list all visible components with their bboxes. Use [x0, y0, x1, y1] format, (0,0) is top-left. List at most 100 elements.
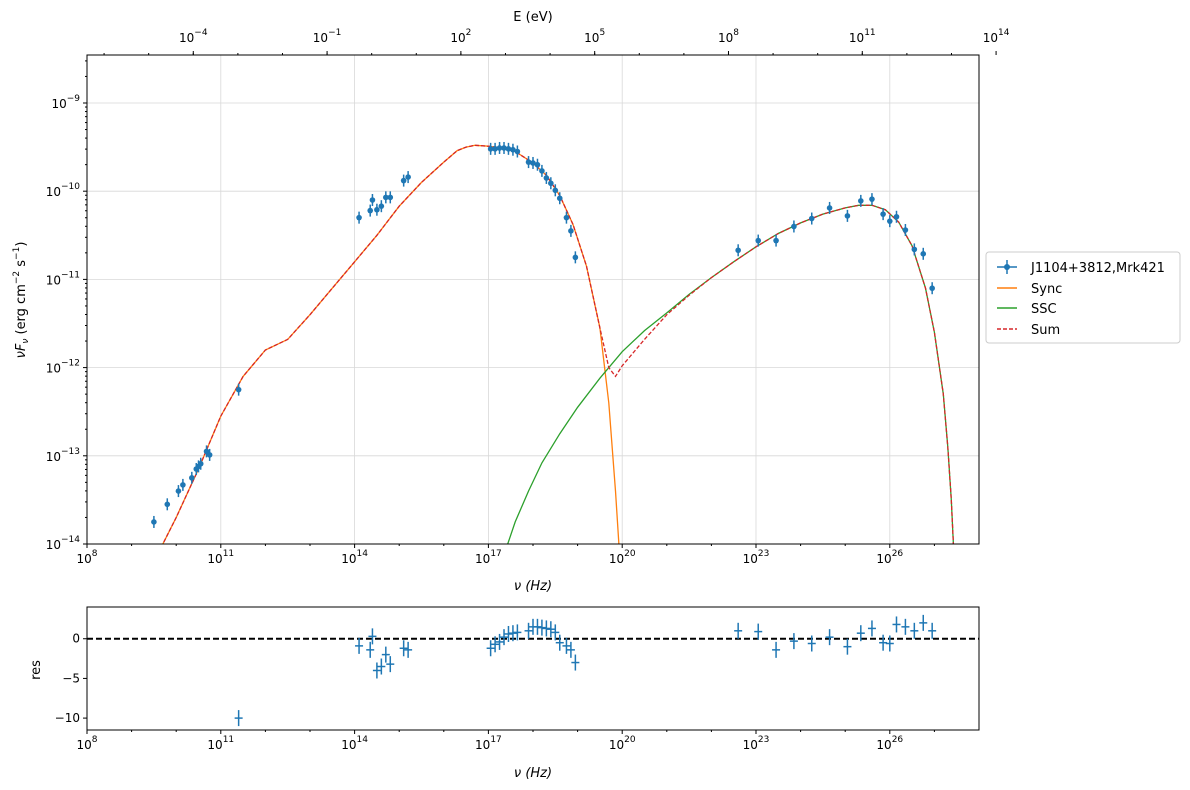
x-tick-label: 1014	[341, 549, 368, 566]
y-tick-label: 10−14	[46, 535, 81, 552]
legend-ssc-label: SSC	[1031, 302, 1057, 317]
residual-x-ticks: 108 1011 1014 1017 1020 1023 1026	[76, 730, 935, 752]
data-point	[235, 386, 242, 393]
data-point	[189, 475, 195, 481]
y-tick-label: 10−9	[51, 94, 80, 111]
main-plot-area	[87, 55, 979, 544]
top-tick-label: 1011	[849, 28, 876, 45]
legend-box	[985, 251, 1181, 344]
x-tick-label: 1020	[609, 549, 636, 566]
res-x-tick-label: 108	[76, 735, 97, 752]
data-point	[887, 218, 893, 224]
data-point	[755, 237, 762, 244]
legend-data-label: J1104+3812,Mrk421	[1030, 261, 1165, 276]
y-tick-label: 10−13	[46, 447, 80, 464]
data-point	[539, 168, 545, 174]
top-tick-label: 10−4	[179, 28, 208, 45]
legend-entry-data: J1104+3812,Mrk421	[997, 260, 1165, 276]
data-point	[735, 247, 741, 254]
data-point	[492, 146, 498, 152]
main-y-ticks: 10−14 10−13 10−12 10−11 10−10 10−9	[46, 60, 87, 552]
y-tick-label: 10−11	[46, 270, 80, 287]
data-point	[514, 148, 521, 155]
data-point	[773, 237, 779, 244]
data-point	[548, 180, 554, 187]
top-x-ticks: 10−4 10−1 102 105 108 1011 1014	[103, 28, 1010, 55]
data-point	[552, 187, 559, 194]
residual-y-ticks: 0 −5 −10	[55, 632, 87, 725]
main-y-axis-label: νFν (erg cm−2 s−1)	[12, 242, 31, 359]
main-panel: 108 1011 1014 1017 1020 1023 1026 10−1410−1310…	[12, 10, 1010, 594]
data-point	[487, 146, 494, 152]
data-point	[369, 197, 376, 203]
residual-x-axis-label: ν (Hz)	[514, 766, 552, 781]
top-tick-label: 102	[450, 28, 471, 45]
y-tick-label: 10−12	[46, 359, 80, 376]
data-point	[400, 177, 407, 184]
top-tick-label: 108	[718, 28, 739, 45]
data-point	[808, 215, 815, 222]
x-tick-label: 1023	[743, 549, 770, 566]
res-x-tick-label: 1023	[743, 735, 770, 752]
y-tick-label: 10−10	[46, 182, 81, 199]
data-point	[505, 146, 512, 152]
main-x-axis-label: ν (Hz)	[514, 579, 552, 594]
data-point	[791, 223, 797, 230]
legend-entry-ssc: SSC	[997, 302, 1057, 317]
data-point	[556, 195, 563, 202]
data-point	[356, 214, 362, 221]
x-tick-label: 1026	[876, 549, 903, 566]
data-point	[563, 214, 570, 221]
data-point	[374, 206, 380, 213]
top-tick-label: 10−1	[313, 28, 342, 45]
data-point	[405, 174, 411, 180]
x-tick-label: 1011	[207, 549, 234, 566]
data-point	[880, 211, 886, 217]
res-y-tick-label: −10	[55, 711, 80, 725]
data-point	[206, 452, 213, 458]
legend-entry-sum: Sum	[997, 323, 1060, 338]
data-point	[387, 194, 394, 201]
data-point	[530, 160, 536, 166]
res-x-tick-label: 1014	[341, 735, 368, 752]
top-tick-label: 1014	[983, 28, 1010, 45]
data-point	[367, 207, 374, 214]
data-point	[920, 251, 927, 257]
residual-panel: 108 1011 1014 1017 1020 1023 1026 0 −5 −10 ν (Hz…	[29, 606, 980, 781]
res-x-tick-label: 1026	[876, 735, 903, 752]
data-point	[826, 205, 833, 211]
main-x-ticks: 108 1011 1014 1017 1020 1023 1026	[76, 544, 935, 566]
data-point	[568, 228, 574, 234]
legend-entry-sync: Sync	[997, 282, 1062, 297]
data-point	[501, 145, 507, 151]
legend: J1104+3812,Mrk421 Sync SSC Sum	[985, 251, 1181, 344]
data-point	[164, 501, 171, 508]
data-point	[543, 175, 550, 181]
res-y-tick-label: 0	[72, 632, 80, 646]
data-point	[197, 460, 204, 467]
top-x-axis-label: E (eV)	[513, 10, 552, 25]
residual-y-axis-label: res	[29, 660, 44, 680]
data-point	[180, 482, 186, 488]
res-y-tick-label: −5	[62, 671, 80, 685]
data-point	[929, 285, 935, 292]
data-point	[175, 488, 182, 494]
data-point	[378, 203, 385, 209]
top-tick-label: 105	[584, 28, 605, 45]
data-point	[869, 196, 875, 202]
data-point	[534, 161, 541, 168]
data-point	[893, 213, 900, 220]
residual-data-points	[234, 614, 937, 727]
res-x-tick-label: 1020	[609, 735, 636, 752]
data-point	[858, 198, 864, 204]
x-tick-label: 1017	[475, 549, 502, 566]
data-point	[911, 246, 918, 253]
main-data-points	[151, 141, 935, 528]
data-point	[902, 227, 909, 233]
data-point	[525, 159, 532, 165]
data-point	[496, 145, 503, 151]
legend-sum-label: Sum	[1031, 323, 1060, 338]
res-x-tick-label: 1017	[475, 735, 502, 752]
legend-sync-label: Sync	[1031, 282, 1062, 297]
